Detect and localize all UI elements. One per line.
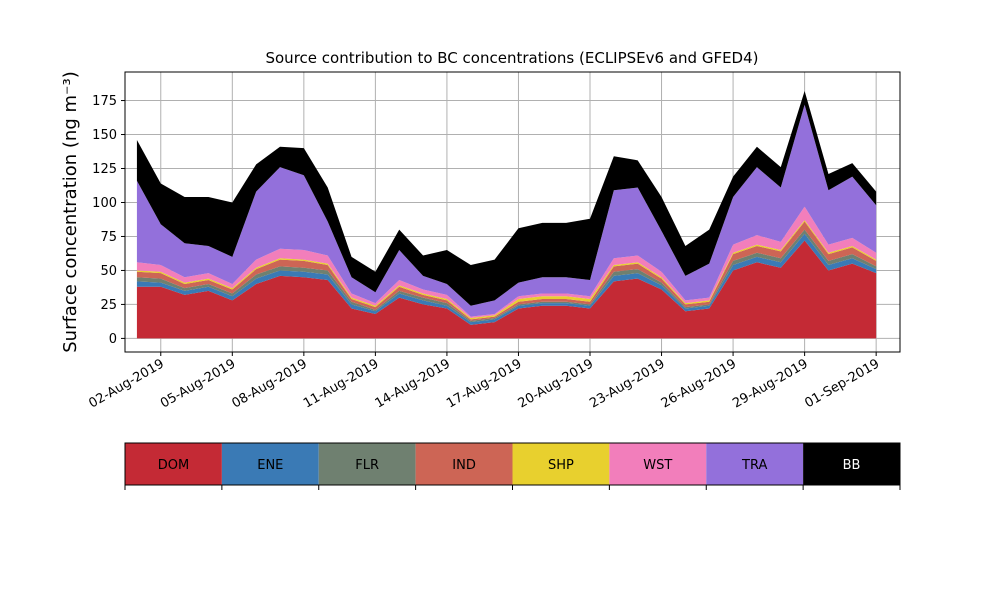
series-area-wst — [136, 206, 877, 319]
x-tick-label: 29-Aug-2019 — [730, 356, 810, 411]
series-area-bb — [136, 91, 877, 306]
x-tick-label: 02-Aug-2019 — [86, 356, 166, 411]
chart-title: Source contribution to BC concentrations… — [265, 49, 758, 67]
stacked-area-layer — [136, 91, 877, 339]
legend-swatch-wst — [609, 443, 707, 485]
legend-label-bb: BB — [843, 458, 861, 473]
y-tick-label: 25 — [100, 298, 117, 313]
x-axis: 02-Aug-201905-Aug-201908-Aug-201911-Aug-… — [86, 352, 882, 412]
y-axis: 0 25 50 75 100 125 150 175 — [92, 94, 125, 347]
x-tick-label: 20-Aug-2019 — [516, 356, 596, 411]
y-tick-label: 75 — [100, 230, 117, 245]
series-area-ene — [136, 233, 877, 325]
y-tick-label: 0 — [109, 332, 117, 347]
legend-swatch-dom — [125, 443, 222, 485]
legend-label-tra: TRA — [741, 458, 767, 473]
legend-swatch-tra — [706, 443, 804, 485]
x-tick-label: 05-Aug-2019 — [158, 356, 238, 411]
x-tick-label: 14-Aug-2019 — [373, 356, 453, 411]
y-tick-label: 150 — [92, 128, 117, 143]
legend-swatch-bb — [803, 443, 900, 485]
legend-swatch-ene — [221, 443, 319, 485]
y-tick-label: 175 — [92, 94, 117, 109]
y-tick-label: 125 — [92, 162, 117, 177]
y-tick-label: 50 — [100, 264, 117, 279]
x-tick-label: 17-Aug-2019 — [444, 356, 524, 411]
legend-label-ind: IND — [452, 458, 476, 473]
plot-frame — [124, 71, 901, 353]
y-axis-label: Surface concentration (ng m⁻³) — [60, 71, 81, 353]
x-tick-label: 23-Aug-2019 — [587, 356, 667, 411]
x-tick-label: 08-Aug-2019 — [230, 356, 310, 411]
legend-label-wst: WST — [643, 458, 672, 473]
legend-label-flr: FLR — [355, 458, 379, 473]
legend-label-ene: ENE — [257, 458, 283, 473]
y-tick-label: 100 — [92, 196, 117, 211]
legend-swatch-flr — [318, 443, 416, 485]
x-tick-label: 11-Aug-2019 — [301, 356, 381, 411]
series-area-dom — [136, 240, 877, 339]
legend-swatch-ind — [415, 443, 513, 485]
legend-label-dom: DOM — [158, 458, 189, 473]
x-tick-label: 01-Sep-2019 — [802, 356, 882, 411]
series-area-tra — [136, 104, 877, 317]
legend-label-shp: SHP — [548, 458, 574, 473]
series-area-ind — [136, 221, 877, 321]
x-tick-label: 26-Aug-2019 — [659, 356, 739, 411]
legend-colorbar: DOM ENE FLR IND SHP WST TRA BB — [124, 442, 901, 490]
legend-swatch-shp — [512, 443, 610, 485]
